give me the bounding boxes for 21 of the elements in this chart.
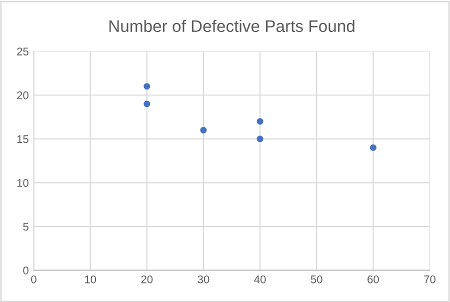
point xyxy=(256,118,264,125)
chart-title: Number of Defective Parts Found xyxy=(109,20,354,32)
x-tick-label: 50 xyxy=(310,275,322,284)
y-tick-label: 20 xyxy=(17,91,28,100)
y-tick-label: 5 xyxy=(23,222,28,231)
y-tick-label: 15 xyxy=(17,135,28,144)
point xyxy=(144,100,150,108)
x-tick-label: 0 xyxy=(31,275,36,284)
x-tick-label: 40 xyxy=(254,275,266,284)
y-tick-label: 0 xyxy=(23,266,28,274)
point xyxy=(370,144,376,151)
point xyxy=(256,136,264,142)
y-tick-label: 25 xyxy=(17,48,28,56)
y-tick-label: 10 xyxy=(17,178,28,187)
x-tick-label: 30 xyxy=(198,275,210,284)
x-tick-label: 60 xyxy=(368,275,379,284)
x-tick-label: 70 xyxy=(424,275,436,284)
x-tick-label: 20 xyxy=(141,275,153,284)
point xyxy=(144,83,150,90)
point xyxy=(200,126,207,134)
x-tick-label: 10 xyxy=(84,275,96,284)
